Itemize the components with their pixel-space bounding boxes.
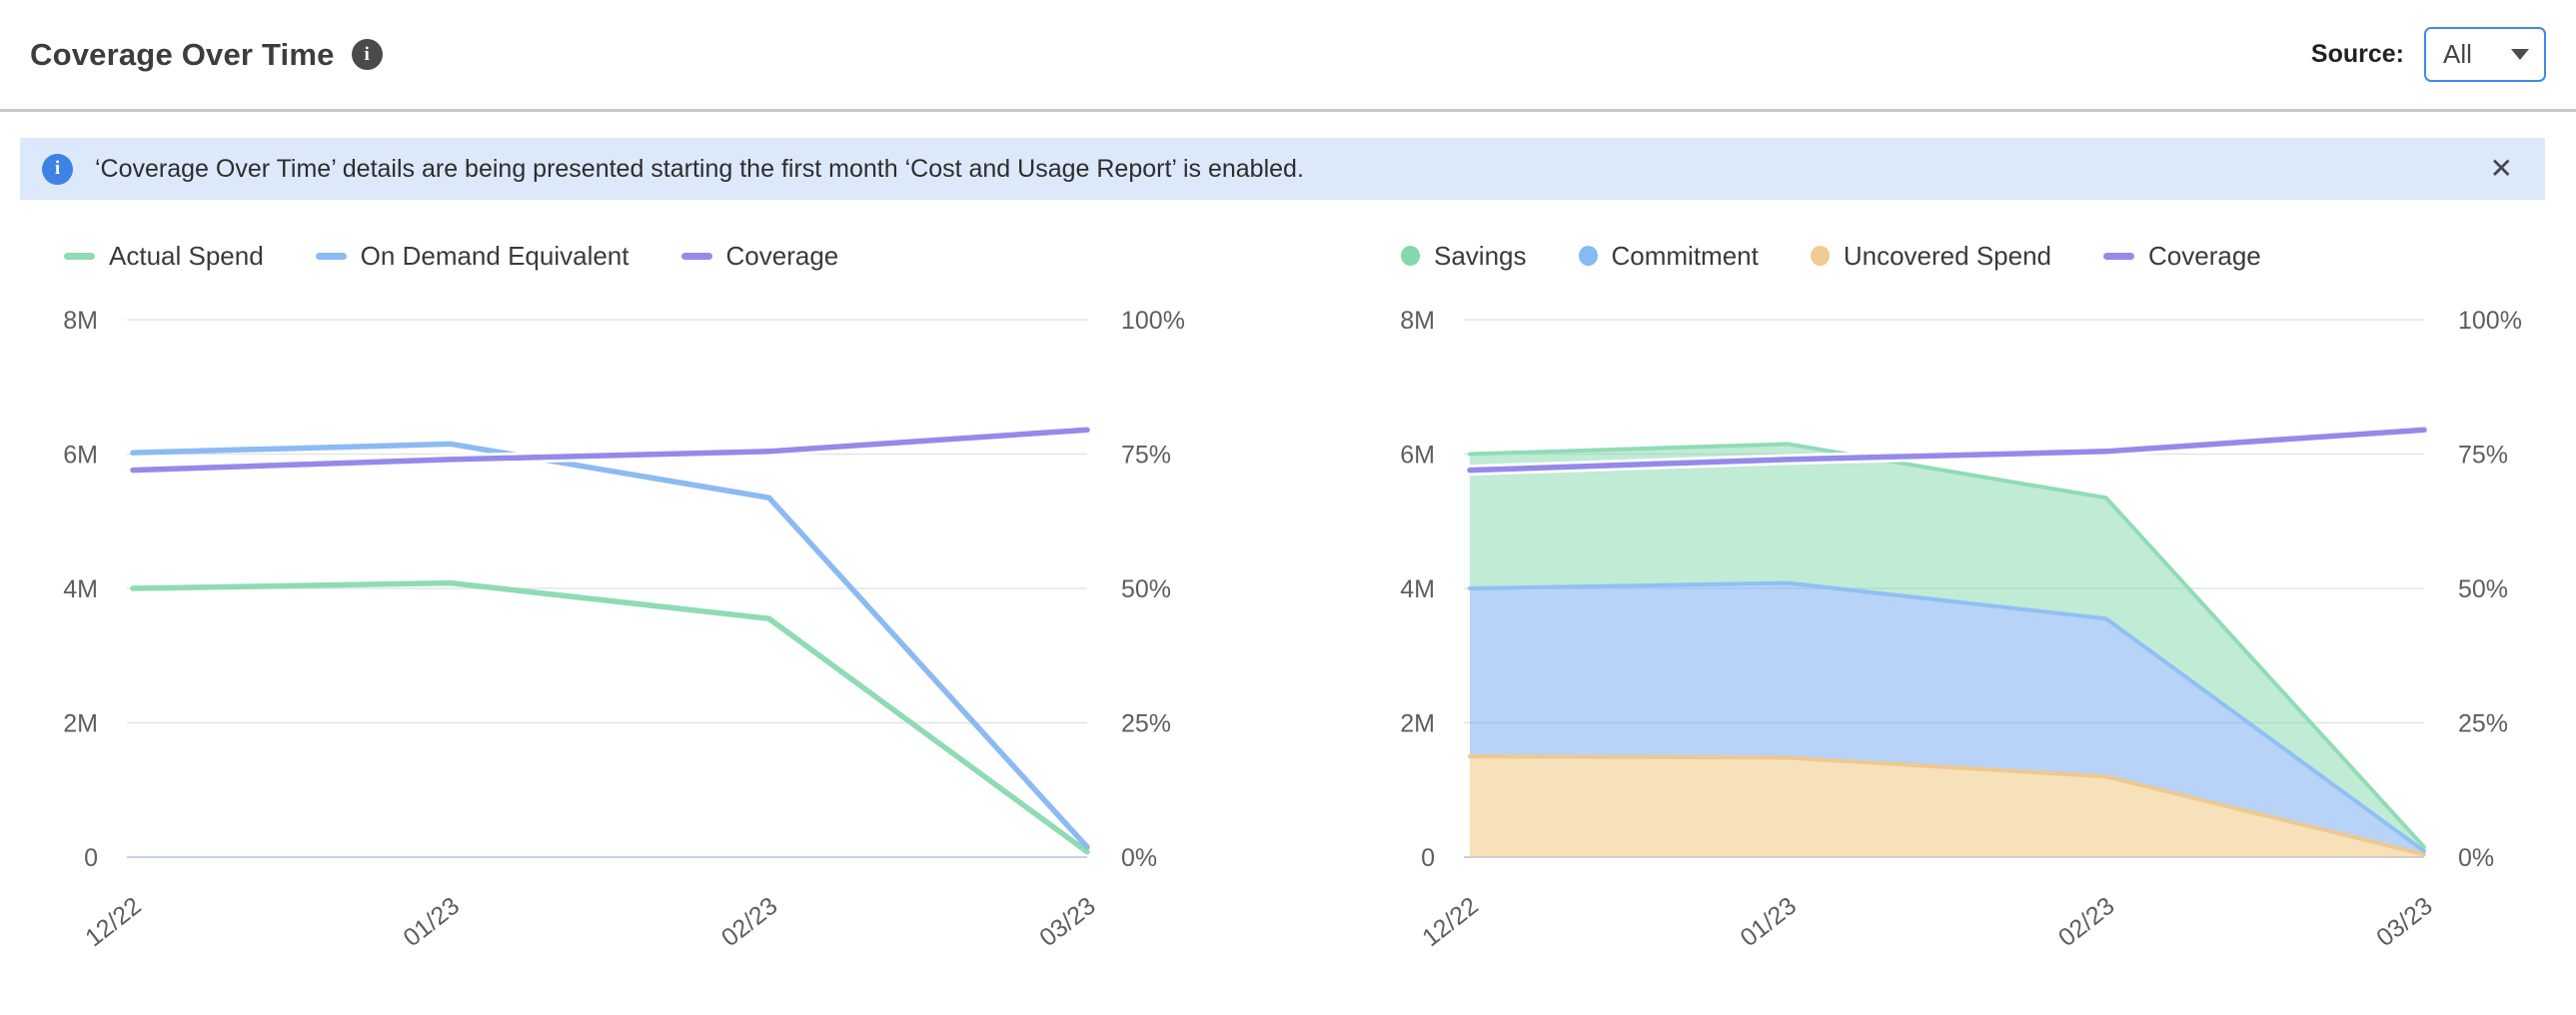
svg-text:50%: 50% (1121, 575, 1171, 603)
spend-line-chart-panel: Actual Spend On Demand Equivalent Coverage… (20, 236, 1231, 1003)
svg-text:8M: 8M (1400, 307, 1435, 335)
close-icon[interactable]: ✕ (2489, 153, 2513, 184)
svg-text:2M: 2M (63, 710, 98, 738)
coverage-area-chart-panel: Savings Commitment Uncovered Spend Coverage… (1357, 236, 2568, 1003)
svg-text:01/23: 01/23 (398, 892, 465, 953)
area-chart-legend: Savings Commitment Uncovered Spend Coverage (1357, 236, 2568, 276)
svg-text:8M: 8M (63, 307, 98, 335)
svg-text:25%: 25% (2458, 710, 2508, 738)
legend-label: Savings (1434, 240, 1527, 271)
svg-text:6M: 6M (63, 442, 98, 470)
legend-label: Uncovered Spend (1843, 240, 2051, 271)
legend-item-coverage[interactable]: Coverage (680, 240, 839, 272)
header: Coverage Over Time i Source: All (0, 0, 2576, 112)
source-dropdown-value: All (2443, 39, 2472, 69)
line-chart-svg: 0 0% 2M 25% 4M 50% 6M 75% 8M 100% 12/22 01/23 02/23 0… (63, 307, 1185, 953)
svg-text:02/23: 02/23 (2053, 892, 2120, 953)
banner-info-icon: i (42, 153, 73, 185)
legend-item-coverage[interactable]: Coverage (2103, 241, 2261, 272)
legend-item-uncovered-spend[interactable]: Uncovered Spend (1810, 240, 2051, 272)
legend-item-actual-spend[interactable]: Actual Spend (64, 241, 264, 272)
source-label: Source: (2310, 40, 2404, 68)
svg-text:25%: 25% (1121, 710, 1171, 738)
svg-text:4M: 4M (63, 575, 98, 603)
page-title: Coverage Over Time (30, 36, 335, 72)
legend-label: Commitment (1611, 240, 1759, 271)
svg-text:01/23: 01/23 (1735, 892, 1802, 953)
svg-text:50%: 50% (2458, 575, 2508, 603)
chevron-down-icon (2511, 49, 2529, 60)
coverage-legend-dash-icon (2103, 252, 2134, 260)
info-icon[interactable]: i (351, 39, 383, 70)
savings-legend-dot-icon (1401, 246, 1420, 266)
svg-text:0%: 0% (1121, 844, 1157, 872)
svg-text:0%: 0% (2458, 844, 2494, 872)
legend-label: On Demand Equivalent (360, 240, 630, 271)
svg-text:4M: 4M (1400, 575, 1435, 603)
actual-spend-legend-dash-icon (64, 252, 95, 260)
svg-text:2M: 2M (1400, 710, 1435, 738)
svg-text:75%: 75% (2458, 442, 2508, 470)
area-chart-plot: 0 0% 2M 25% 4M 50% 6M 75% 8M 100% 12/22 01/23 02/23 0… (1357, 298, 2568, 1003)
line-chart-plot: 0 0% 2M 25% 4M 50% 6M 75% 8M 100% 12/22 01/23 02/23 0… (20, 298, 1231, 1003)
charts-row: Actual Spend On Demand Equivalent Coverage… (0, 200, 2576, 1003)
svg-text:03/23: 03/23 (1034, 892, 1101, 953)
legend-label: Coverage (725, 240, 839, 271)
legend-label: Actual Spend (109, 240, 264, 271)
svg-text:02/23: 02/23 (716, 892, 783, 953)
uncovered-spend-legend-dot-icon (1810, 246, 1830, 266)
stacked-area-chart-svg: 0 0% 2M 25% 4M 50% 6M 75% 8M 100% 12/22 01/23 02/23 0… (1400, 307, 2522, 953)
legend-item-commitment[interactable]: Commitment (1578, 240, 1759, 272)
svg-text:0: 0 (1421, 844, 1435, 872)
legend-item-savings[interactable]: Savings (1401, 241, 1527, 272)
svg-text:100%: 100% (1121, 307, 1185, 335)
line-chart-legend: Actual Spend On Demand Equivalent Coverage (20, 236, 1231, 276)
source-dropdown[interactable]: All (2424, 27, 2546, 82)
svg-text:100%: 100% (2458, 307, 2522, 335)
svg-text:75%: 75% (1121, 442, 1171, 470)
svg-text:12/22: 12/22 (1417, 892, 1484, 953)
svg-text:03/23: 03/23 (2371, 892, 2438, 953)
commitment-legend-dot-icon (1578, 246, 1598, 266)
svg-text:0: 0 (84, 844, 98, 872)
legend-label: Coverage (2148, 240, 2261, 271)
coverage-legend-dash-icon (680, 252, 712, 260)
banner-text: ‘Coverage Over Time’ details are being p… (95, 154, 1304, 183)
svg-text:12/22: 12/22 (80, 892, 147, 953)
info-banner: i ‘Coverage Over Time’ details are being… (20, 138, 2545, 200)
legend-item-on-demand-equivalent[interactable]: On Demand Equivalent (315, 240, 630, 272)
svg-text:6M: 6M (1400, 442, 1435, 470)
on-demand-equivalent-legend-dash-icon (315, 252, 347, 260)
